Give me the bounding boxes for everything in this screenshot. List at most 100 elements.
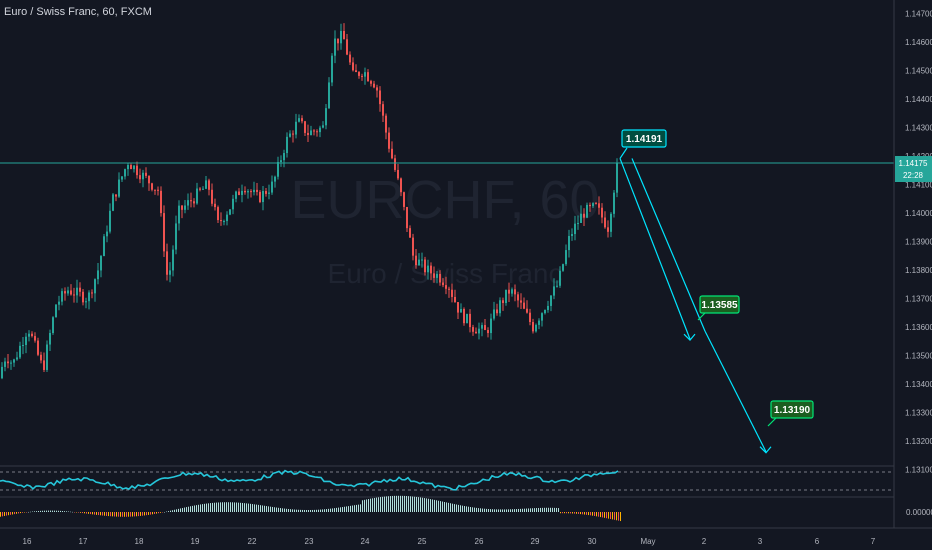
histogram-bar: [252, 504, 253, 512]
candle-body: [427, 265, 429, 273]
histogram-bar: [326, 509, 327, 512]
histogram-bar: [160, 512, 161, 513]
candle-body: [517, 294, 519, 301]
histogram-bar: [288, 508, 289, 512]
candle-body: [580, 213, 582, 223]
arrow-line-2[interactable]: [631, 158, 706, 332]
histogram-bar: [620, 512, 621, 522]
time-axis[interactable]: 16 17 18 19 22 23 24 25 26 29 30 May 2 3 6 7: [0, 527, 932, 546]
histogram-bar: [6, 512, 7, 516]
candle-body: [139, 175, 141, 180]
histogram-bar: [132, 512, 133, 517]
histogram-bar: [220, 502, 221, 512]
histogram-bar: [554, 507, 555, 512]
histogram-pane: [0, 495, 894, 522]
histogram-bar: [452, 503, 453, 512]
histogram-bar: [388, 496, 389, 512]
projection-arrows[interactable]: 1.14191 1.13585 1.13190: [619, 129, 814, 454]
candle-body: [316, 131, 318, 133]
histogram-bar: [60, 510, 61, 512]
histogram-bar: [198, 504, 199, 512]
symbol-title[interactable]: Euro / Swiss Franc, 60, FXCM: [4, 6, 152, 18]
histogram-bar: [86, 512, 87, 514]
histogram-bar: [572, 512, 573, 514]
histogram-bar: [584, 512, 585, 515]
candle-body: [490, 318, 492, 334]
histogram-bar: [290, 509, 291, 512]
candle-body: [226, 214, 228, 222]
histogram-bar: [318, 509, 319, 512]
histogram-bar: [346, 506, 347, 512]
histogram-bar: [412, 496, 413, 512]
histogram-bar: [414, 496, 415, 512]
candle-body: [64, 291, 66, 294]
candle-body: [172, 249, 174, 271]
histogram-bar: [194, 505, 195, 512]
histogram-bar: [432, 499, 433, 512]
candle-body: [136, 165, 138, 176]
candle-body: [268, 192, 270, 194]
price-tick-label: 1.14700: [905, 9, 932, 18]
candle-body: [151, 183, 153, 190]
arrow-line-1[interactable]: [619, 158, 691, 340]
candle-body: [337, 38, 339, 44]
histogram-bar: [546, 507, 547, 512]
time-tick-label: 7: [871, 537, 876, 546]
price-callout-box[interactable]: [621, 129, 667, 148]
histogram-bar: [174, 509, 175, 512]
candle-body: [208, 180, 210, 190]
histogram-bar: [152, 512, 153, 515]
histogram-bar: [518, 508, 519, 512]
candle-body: [310, 130, 312, 136]
histogram-bar: [206, 503, 207, 512]
osc-zero-label: 0.00000: [906, 508, 932, 517]
histogram-bar: [340, 507, 341, 512]
histogram-bar: [136, 512, 137, 517]
histogram-bar: [212, 502, 213, 512]
histogram-bar: [582, 512, 583, 515]
arrow-line-3[interactable]: [704, 330, 767, 452]
histogram-bar: [360, 504, 361, 512]
candle-body: [217, 207, 219, 221]
histogram-bar: [34, 511, 35, 512]
histogram-bar: [416, 496, 417, 512]
candle-body: [13, 359, 15, 363]
candle-body: [103, 236, 105, 257]
price-axis[interactable]: 1.147001.146001.145001.144001.143001.142…: [893, 0, 932, 528]
histogram-bar: [276, 507, 277, 512]
histogram-bar: [112, 512, 113, 517]
candle-body: [457, 302, 459, 313]
candle-body: [109, 210, 111, 232]
histogram-bar: [124, 512, 125, 517]
histogram-bar: [66, 511, 67, 512]
histogram-bar: [266, 506, 267, 512]
histogram-bar: [58, 510, 59, 512]
histogram-bar: [294, 509, 295, 512]
histogram-bar: [204, 503, 205, 512]
histogram-bar: [422, 497, 423, 512]
histogram-bar: [268, 506, 269, 512]
price-callout-box[interactable]: [770, 400, 814, 419]
candle-body: [295, 121, 297, 135]
price-callout-box[interactable]: [699, 295, 740, 314]
candle-body: [373, 83, 375, 88]
histogram-bar: [120, 512, 121, 517]
candle-body: [10, 362, 12, 364]
arrow-head-2: [759, 446, 772, 454]
histogram-bar: [110, 512, 111, 517]
histogram-bar: [528, 508, 529, 512]
candle-body: [541, 313, 543, 321]
candle-body: [97, 270, 99, 280]
candle-body: [73, 294, 75, 296]
histogram-bar: [264, 505, 265, 512]
histogram-bar: [158, 512, 159, 514]
histogram-bar: [226, 502, 227, 512]
candle-body: [403, 192, 405, 207]
candle-body: [205, 180, 207, 189]
price-tick-label: 1.13600: [905, 323, 932, 332]
histogram-bar: [280, 508, 281, 512]
histogram-bar: [162, 512, 163, 513]
candle-body: [232, 198, 234, 210]
